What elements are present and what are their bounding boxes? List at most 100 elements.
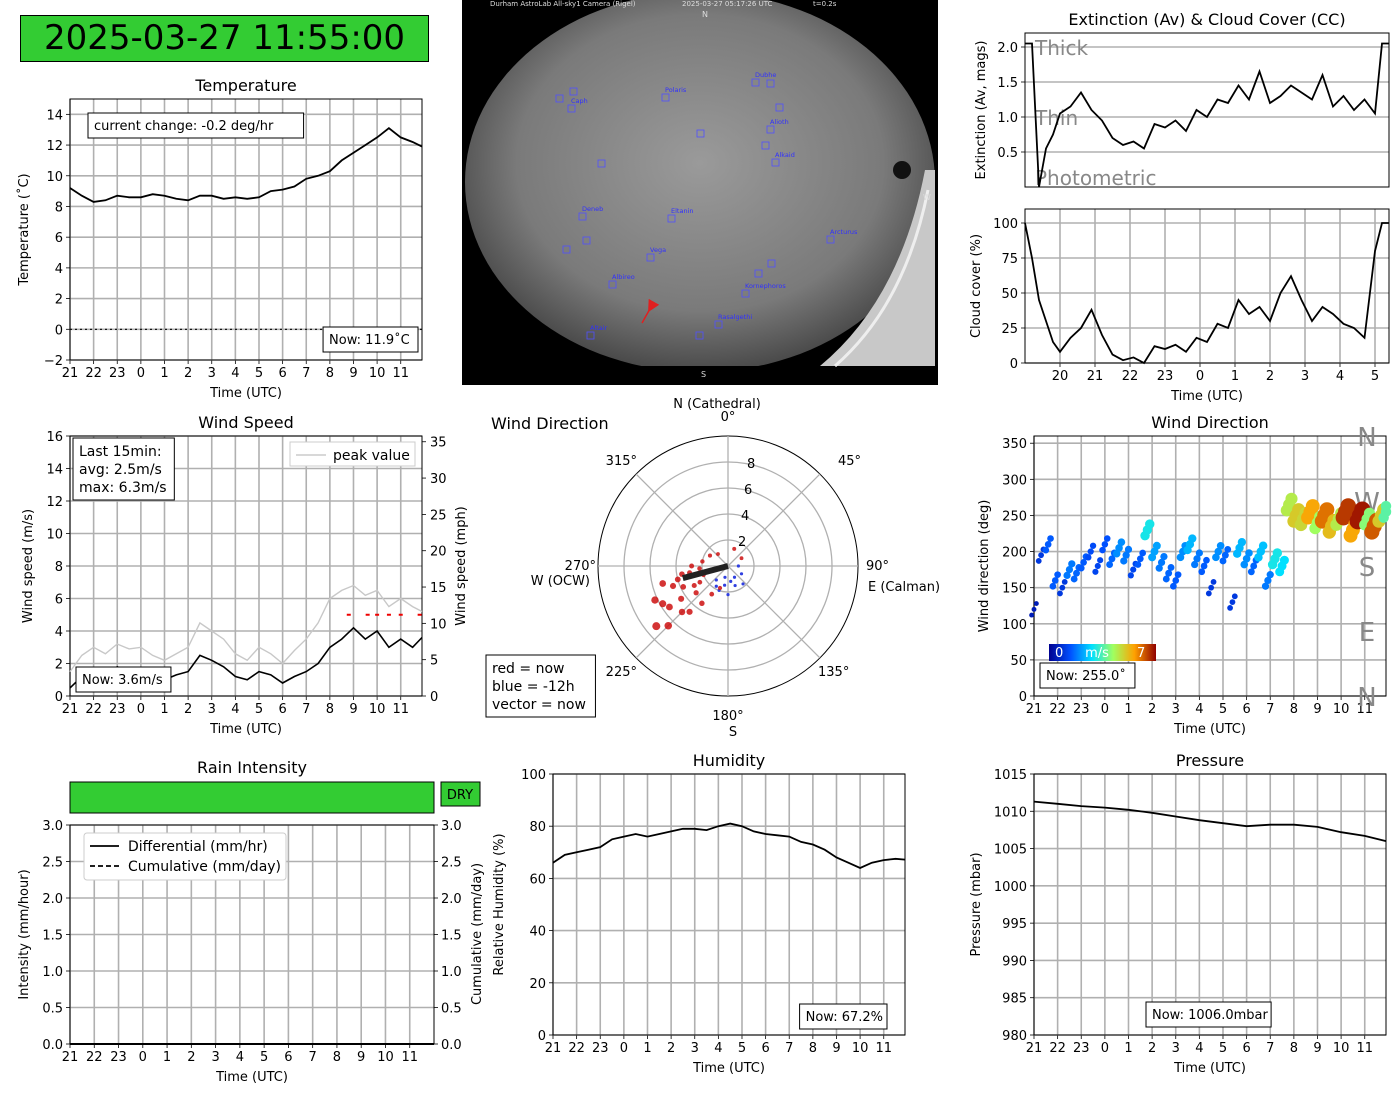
blue-point <box>732 575 737 579</box>
wind-direction-point <box>1029 612 1035 618</box>
wind-direction-point <box>1099 546 1106 554</box>
x-tick-label: 5 <box>255 702 263 717</box>
y-tick-label: 4 <box>55 262 63 277</box>
star-box <box>646 253 655 262</box>
blue-point <box>714 584 718 588</box>
y-tick-label: 1.5 <box>42 929 63 944</box>
x-tick-label: 5 <box>738 1041 746 1056</box>
red-point <box>709 591 715 597</box>
annotation-text: avg: 2.5m/s <box>79 462 162 478</box>
y-axis-label-right: Wind speed (mph) <box>454 506 469 626</box>
x-tick-label: 22 <box>568 1041 585 1056</box>
polar-direction-label: 225° <box>606 665 637 680</box>
wind-direction-point <box>1157 558 1166 567</box>
wind-direction-point <box>1258 541 1268 551</box>
star-box <box>661 93 670 102</box>
annotation-box <box>72 437 175 501</box>
wind-direction-point <box>1216 541 1225 550</box>
plot-frame <box>1024 208 1390 364</box>
chart-title: Pressure <box>1176 751 1244 770</box>
x-tick-label: 22 <box>1049 702 1066 717</box>
star-label: Altair <box>590 324 608 332</box>
polar-east-label: E (Calman) <box>868 580 940 595</box>
wind-direction-point <box>1130 566 1137 573</box>
wind-direction-point <box>1264 576 1272 585</box>
y-tick-label: 1010 <box>994 805 1027 820</box>
x-tick-label: 8 <box>326 702 334 717</box>
humidity-line <box>552 822 906 869</box>
x-tick-label: 10 <box>369 702 386 717</box>
y-tick-label: 200 <box>1002 546 1027 561</box>
x-tick-label: 9 <box>349 366 357 381</box>
star-box <box>567 104 576 113</box>
wind-direction-point <box>1250 562 1258 570</box>
temperature-line <box>69 127 423 203</box>
y-axis-label: Temperature (˚C) <box>16 173 32 286</box>
wind-direction-point <box>1042 546 1050 554</box>
x-tick-label: 0 <box>139 1050 147 1065</box>
y-tick-label: 0 <box>1019 690 1027 705</box>
wind-direction-point <box>1152 541 1161 550</box>
legend-box <box>83 832 287 881</box>
y-tick-label: 980 <box>1002 1029 1027 1044</box>
red-point <box>664 621 673 630</box>
x-tick-label: 1 <box>160 702 168 717</box>
y-axis-label: Wind speed (m/s) <box>21 509 36 623</box>
wind-direction-point <box>1073 569 1080 577</box>
x-tick-label: 9 <box>1313 702 1321 717</box>
red-point <box>717 585 723 591</box>
blue-point <box>723 583 727 587</box>
wind-direction-point <box>1165 569 1173 577</box>
x-axis-label: Time (UTC) <box>1173 722 1246 737</box>
y-tick-label: 990 <box>1002 954 1027 969</box>
wind-direction-point <box>1160 552 1168 561</box>
x-tick-label: 10 <box>852 1041 869 1056</box>
polar-direction-label: 270° <box>565 559 596 574</box>
star-label: Polaris <box>665 86 687 94</box>
x-tick-label: 21 <box>62 1050 79 1065</box>
star-label: Deneb <box>582 205 603 213</box>
wind-direction-point <box>1124 545 1133 554</box>
wind-direction-point <box>1057 590 1063 597</box>
red-point <box>693 590 699 596</box>
x-tick-label: 3 <box>1172 702 1180 717</box>
red-point <box>699 600 705 606</box>
x-tick-label: 23 <box>1073 702 1090 717</box>
annotation-text: Last 15min: <box>79 444 162 460</box>
y-tick-label: 1015 <box>994 768 1027 783</box>
red-point <box>659 600 667 608</box>
wind-direction-point <box>1120 557 1128 565</box>
wind-direction-point <box>1245 549 1253 557</box>
pressure-chart: 21 22 23 0 1 2 3 4 5 6 7 8 9 10 1198098599099510001005… <box>969 751 1387 1076</box>
x-tick-label: 7 <box>785 1041 793 1056</box>
red-point <box>697 579 703 585</box>
star-box <box>586 331 595 340</box>
y-tick-label: 0 <box>538 1029 546 1044</box>
wind-direction-point <box>1221 551 1229 559</box>
y-tick-label: 100 <box>521 768 546 783</box>
x-tick-label: 7 <box>1266 702 1274 717</box>
star-box <box>555 94 564 103</box>
x-tick-label: 1 <box>1124 1041 1132 1056</box>
chart-title: Rain Intensity <box>197 758 307 777</box>
extinction-line <box>1025 42 1389 188</box>
y-tick-label: 250 <box>1002 509 1027 524</box>
y-axis-label: Wind direction (deg) <box>977 500 992 633</box>
allsky-north: N <box>702 10 708 19</box>
annotation-box <box>322 326 419 353</box>
star-box <box>761 141 770 150</box>
allsky-south: S <box>701 370 706 379</box>
x-tick-label: 21 <box>1026 1041 1043 1056</box>
y-tick-label: 2.0 <box>42 892 63 907</box>
compass-label: N <box>1357 423 1376 453</box>
y-tick-label: 80 <box>529 820 546 835</box>
x-axis-label: Time (UTC) <box>1170 389 1243 404</box>
x-tick-label: 11 <box>392 702 409 717</box>
wind-direction-point <box>1195 549 1203 557</box>
annotation-text: Now: 255.0˚ <box>1046 668 1126 684</box>
colorbar-unit-label: m/s <box>1085 646 1109 661</box>
annotation-box <box>485 654 596 718</box>
wind-direction-point <box>1087 548 1094 555</box>
y-tick-label: 8 <box>55 560 63 575</box>
y-tick-label: 0.0 <box>42 1038 63 1053</box>
